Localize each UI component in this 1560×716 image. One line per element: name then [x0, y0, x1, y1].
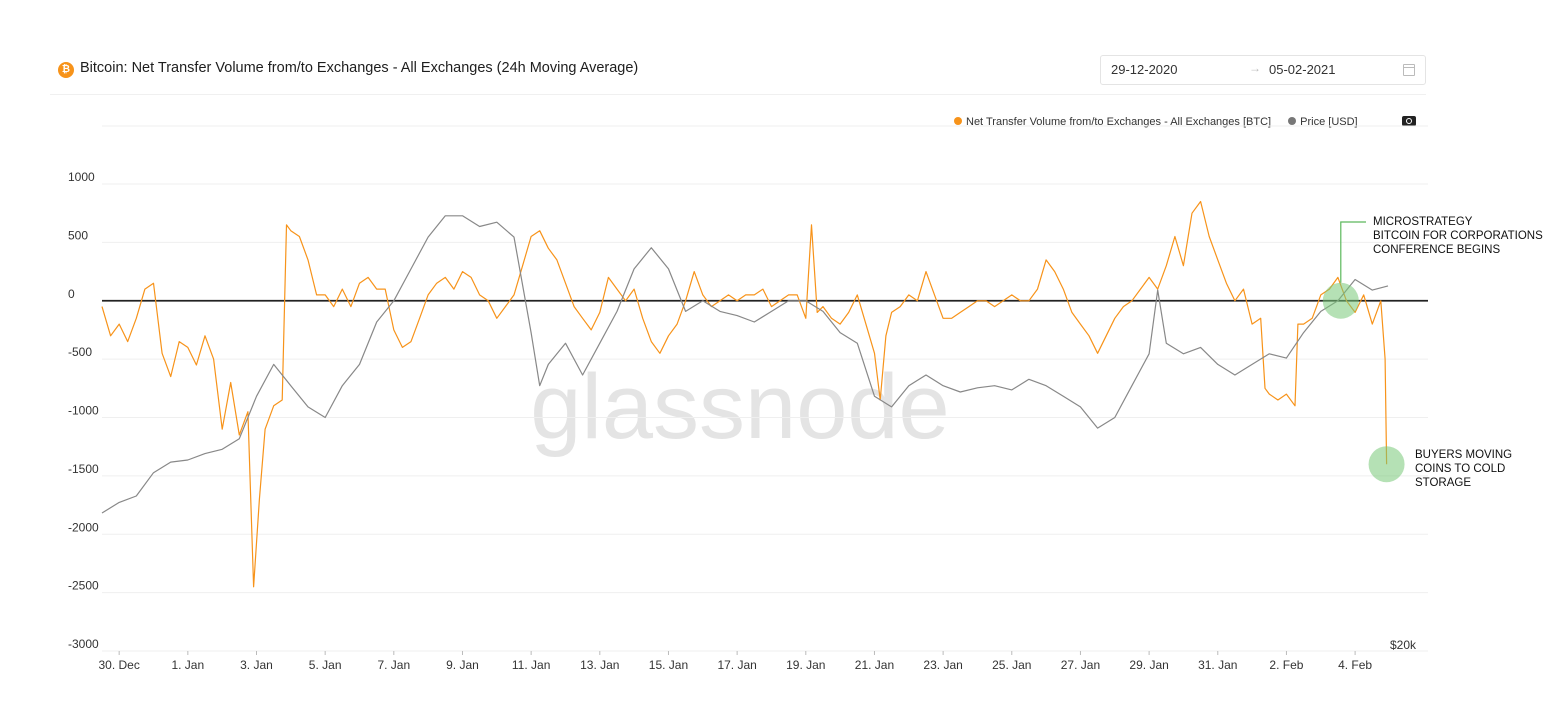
x-tick-label: 13. Jan — [580, 658, 619, 672]
annotation-marker — [1322, 282, 1359, 319]
camera-icon[interactable] — [1402, 116, 1416, 126]
bitcoin-icon: ₿ — [58, 62, 74, 78]
chart-legend: Net Transfer Volume from/to Exchanges - … — [954, 116, 1372, 128]
y-tick-label: -1500 — [68, 462, 99, 476]
net-transfer-line — [101, 200, 1388, 588]
x-tick-label: 7. Jan — [377, 658, 410, 672]
x-tick-label: 27. Jan — [1061, 658, 1100, 672]
y-tick-label: -2000 — [68, 520, 99, 534]
x-tick-label: 21. Jan — [855, 658, 894, 672]
y-right-tick-label: $20k — [1390, 638, 1417, 652]
annotation-text: BUYERS MOVING — [1415, 449, 1512, 461]
watermark: glassnode — [530, 356, 949, 458]
y-tick-label: -3000 — [68, 637, 99, 651]
y-tick-label: 500 — [68, 228, 88, 242]
chart-title: Bitcoin: Net Transfer Volume from/to Exc… — [80, 60, 639, 76]
legend-label-net-transfer: Net Transfer Volume from/to Exchanges - … — [966, 116, 1272, 128]
y-tick-label: 1000 — [68, 170, 95, 184]
x-tick-label: 2. Feb — [1269, 658, 1303, 672]
x-tick-label: 17. Jan — [717, 658, 756, 672]
date-range-picker[interactable]: 29-12-2020 → 05-02-2021 — [1100, 55, 1426, 85]
annotation-leader-line — [1340, 221, 1366, 283]
legend-dot-price — [1288, 117, 1297, 125]
x-tick-label: 30. Dec — [98, 658, 139, 672]
legend-item-net-transfer[interactable]: Net Transfer Volume from/to Exchanges - … — [954, 116, 1271, 128]
x-tick-label: 4. Feb — [1338, 658, 1372, 672]
annotation-text: BITCOIN FOR CORPORATIONS — [1373, 230, 1543, 242]
y-tick-label: -500 — [68, 345, 92, 359]
annotation-text: CONFERENCE BEGINS — [1373, 244, 1500, 256]
x-tick-label: 19. Jan — [786, 658, 825, 672]
date-end-input[interactable]: 05-02-2021 — [1269, 62, 1336, 77]
legend-item-price[interactable]: Price [USD] — [1288, 116, 1358, 128]
calendar-icon[interactable] — [1403, 64, 1415, 76]
y-tick-label: 0 — [68, 287, 75, 301]
y-tick-label: -2500 — [68, 579, 99, 593]
legend-dot-net-transfer — [954, 117, 962, 125]
y-tick-label: -1000 — [68, 404, 99, 418]
x-tick-label: 31. Jan — [1198, 658, 1237, 672]
x-tick-label: 9. Jan — [446, 658, 479, 672]
annotation-marker — [1368, 446, 1405, 483]
date-start-input[interactable]: 29-12-2020 — [1111, 62, 1178, 77]
x-tick-label: 5. Jan — [309, 658, 342, 672]
annotation-text: STORAGE — [1415, 477, 1471, 489]
x-tick-label: 15. Jan — [649, 658, 688, 672]
chart-header: ₿ Bitcoin: Net Transfer Volume from/to E… — [50, 50, 1426, 95]
x-tick-label: 11. Jan — [512, 658, 550, 672]
legend-label-price: Price [USD] — [1300, 116, 1358, 128]
x-tick-label: 25. Jan — [992, 658, 1031, 672]
x-tick-label: 29. Jan — [1129, 658, 1168, 672]
x-tick-label: 23. Jan — [923, 658, 962, 672]
arrow-right-icon: → — [1249, 61, 1261, 75]
price-line — [101, 215, 1389, 514]
annotation-text: COINS TO COLD — [1415, 463, 1505, 475]
x-tick-label: 1. Jan — [171, 658, 204, 672]
x-tick-label: 3. Jan — [240, 658, 273, 672]
annotation-text: MICROSTRATEGY — [1373, 216, 1473, 228]
